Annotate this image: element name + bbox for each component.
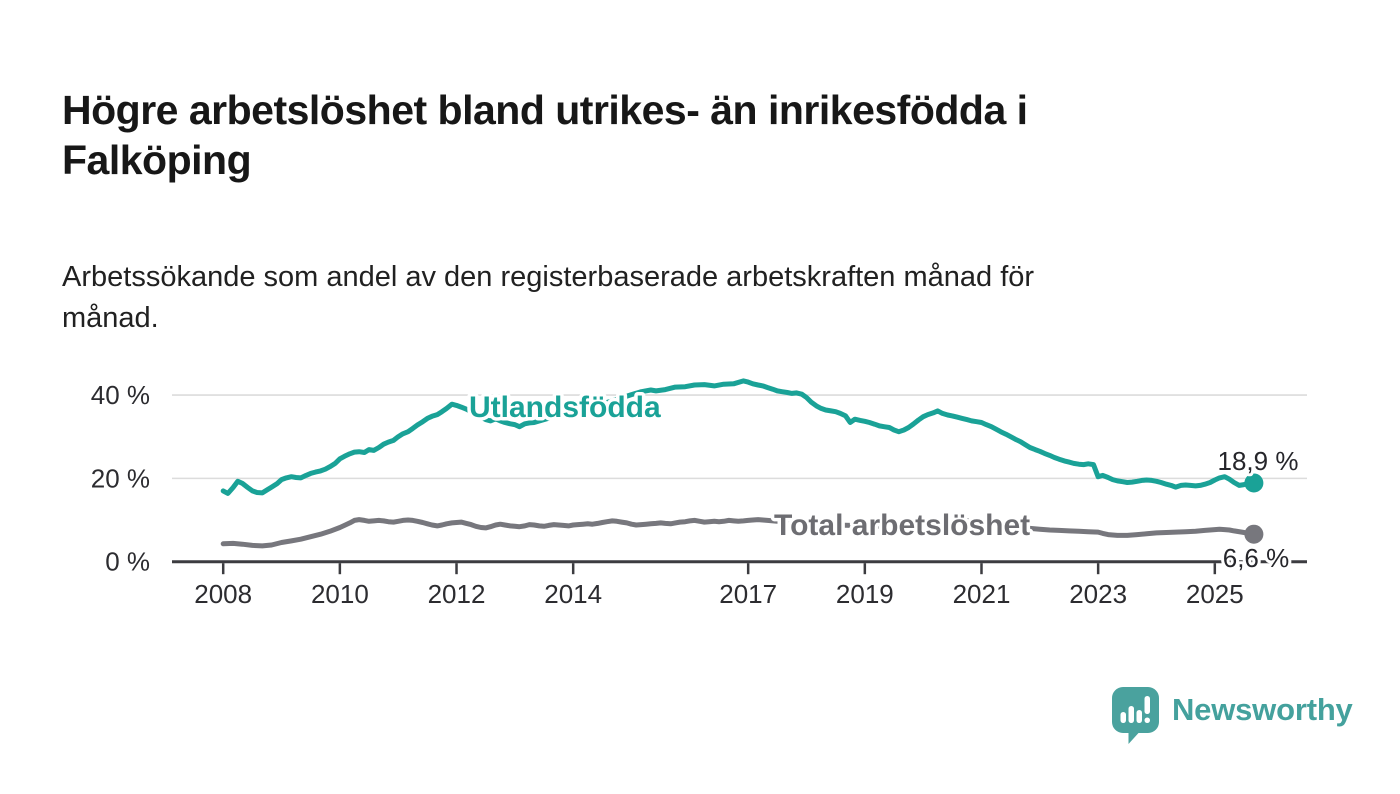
chart-subtitle: Arbetssökande som andel av den registerb… [62, 257, 1282, 339]
newsworthy-logo-text: Newsworthy [1172, 692, 1353, 727]
series-end-dots [1244, 473, 1264, 544]
series-line-utlandsfodda [220, 378, 1257, 496]
y-tick-label-40: 40 % [91, 380, 150, 410]
page-title: Högre arbetslöshet bland utrikes- än inr… [62, 85, 1252, 185]
series-lines [220, 378, 1257, 549]
gridlines [172, 394, 1307, 480]
subtitle-line-1: Arbetssökande som andel av den registerb… [62, 261, 1035, 293]
y-tick-label-20: 20 % [91, 463, 150, 493]
end-value-label-total: 6,6 % [1223, 543, 1290, 573]
x-tick-label-2014: 2014 [544, 579, 602, 609]
x-tick-label-2012: 2012 [428, 579, 486, 609]
newsworthy-logo[interactable]: Newsworthy [1112, 686, 1353, 744]
x-axis-tick-labels: 2008 2010 2012 2014 2017 2019 2021 2023 2025 [194, 579, 1243, 609]
series-line-total-arbetsloshet [220, 516, 1257, 549]
bar-chart-speech-bubble-icon [1112, 686, 1159, 744]
end-value-label-utlandsfodda: 18,9 % [1218, 446, 1299, 476]
series-label-utlandsfodda: Utlandsfödda [469, 391, 661, 424]
x-axis [172, 560, 1307, 575]
series-label-total-arbetsloshet: Total arbetslöshet [774, 509, 1030, 542]
x-tick-label-2023: 2023 [1069, 579, 1127, 609]
end-dot-total-arbetsloshet [1244, 524, 1264, 544]
x-tick-label-2019: 2019 [836, 579, 894, 609]
x-tick-label-2025: 2025 [1186, 579, 1244, 609]
title-line-2: Falköping [62, 137, 252, 184]
x-tick-label-2008: 2008 [194, 579, 252, 609]
x-tick-label-2017: 2017 [719, 579, 777, 609]
subtitle-line-2: månad. [62, 302, 159, 334]
y-tick-label-0: 0 % [105, 547, 150, 577]
title-line-1: Högre arbetslöshet bland utrikes- än inr… [62, 87, 1028, 134]
y-axis-tick-labels: 0 % 20 % 40 % [91, 380, 150, 577]
x-tick-label-2021: 2021 [953, 579, 1011, 609]
x-tick-label-2010: 2010 [311, 579, 369, 609]
end-dot-utlandsfodda [1244, 473, 1264, 493]
